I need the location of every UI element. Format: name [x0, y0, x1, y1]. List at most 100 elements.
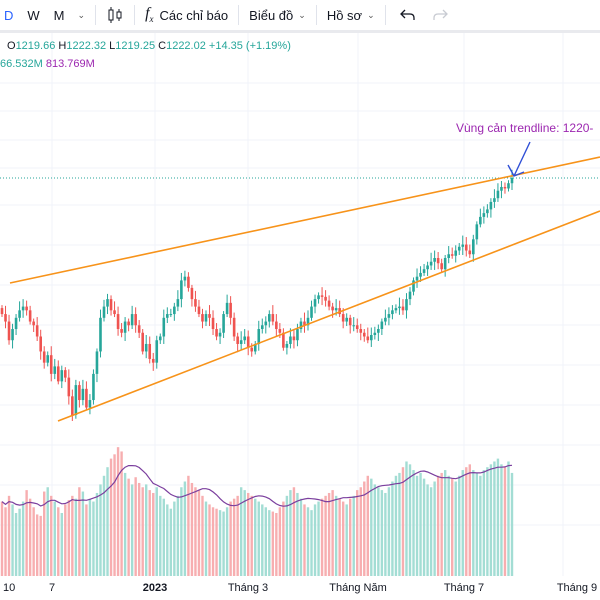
high-key: H — [58, 40, 67, 52]
candle-body — [250, 347, 254, 352]
volume-bar — [408, 464, 412, 576]
time-axis[interactable]: 10 7 2023 Tháng 3 Tháng Năm Tháng 7 Tháng 9 — [0, 578, 600, 600]
candle-body — [320, 295, 324, 297]
volume-bar — [120, 451, 123, 576]
candle-body — [64, 370, 67, 378]
volume-bar — [468, 464, 471, 576]
open-key: O — [7, 40, 16, 52]
candle-body — [173, 306, 176, 315]
candle-body — [412, 280, 415, 292]
top-toolbar: D W M ⌄ fx Các chỉ báo Biểu đồ ⌄ Hồ sơ ⌄ — [0, 0, 600, 33]
candle-body — [67, 377, 71, 397]
volume-bar — [236, 495, 239, 576]
volume-bar — [261, 504, 264, 576]
volume-bar — [370, 478, 373, 576]
candle-body — [137, 325, 141, 333]
candle-body — [236, 336, 239, 344]
volume-bar — [222, 511, 225, 576]
volume-bar — [159, 495, 162, 576]
undo-button[interactable] — [396, 0, 420, 30]
interval-m-button[interactable]: M — [50, 0, 69, 30]
indicators-button[interactable]: fx Các chỉ báo — [141, 0, 232, 30]
candle-body — [88, 400, 92, 408]
candle-body — [123, 321, 127, 333]
close-value: 1222.02 — [166, 40, 206, 52]
toolbar-divider — [95, 5, 97, 25]
interval-dropdown-button[interactable]: ⌄ — [69, 0, 90, 30]
volume-bar — [394, 475, 398, 576]
volume-bar — [429, 487, 433, 576]
candle-body — [334, 308, 338, 311]
candle-body — [260, 325, 264, 330]
candle-body — [475, 224, 479, 240]
candle-body — [415, 276, 419, 281]
interval-d-button[interactable]: D — [0, 0, 17, 30]
candle-body — [324, 296, 327, 301]
candle-body — [380, 321, 384, 330]
candle-body — [204, 314, 208, 322]
candle-body — [85, 388, 88, 408]
profile-menu-button[interactable]: Hồ sơ ⌄ — [323, 0, 379, 30]
candle-body — [92, 373, 95, 401]
volume-bar — [229, 501, 232, 576]
chart-menu-button[interactable]: Biểu đồ ⌄ — [245, 0, 310, 30]
candle-body — [232, 317, 236, 337]
volume-bar — [398, 472, 401, 576]
volume-bar — [254, 498, 257, 576]
volume-bar — [145, 484, 148, 576]
candle-body — [74, 385, 78, 415]
interval-w-button[interactable]: W — [23, 0, 43, 30]
volume-bar — [21, 501, 25, 576]
candle-body — [176, 299, 180, 307]
volume-bar — [113, 454, 116, 576]
volume-bar — [405, 461, 408, 576]
trendline-annotation[interactable]: Vùng cản trendline: 1220- — [456, 121, 594, 135]
volume-bar — [436, 475, 440, 576]
volume-bar — [310, 510, 313, 576]
volume-bar — [204, 501, 208, 576]
time-axis-label: 7 — [48, 582, 56, 594]
toolbar-divider — [384, 5, 386, 25]
change-value: +14.35 (+1.19%) — [208, 40, 291, 52]
open-value: 1219.66 — [15, 40, 56, 52]
volume-bar — [401, 467, 405, 576]
candle-body — [243, 336, 246, 341]
candle-body — [370, 335, 373, 341]
candle-body — [116, 314, 120, 330]
candle-body — [377, 329, 380, 333]
candle-body — [25, 306, 28, 311]
volume-bar — [187, 475, 190, 576]
toolbar-divider — [315, 5, 317, 25]
volume-bar — [275, 513, 278, 576]
candle-body — [95, 351, 99, 374]
volume-bar — [190, 482, 194, 576]
candle-body — [398, 306, 401, 309]
redo-button[interactable] — [428, 0, 452, 30]
volume-bar — [215, 508, 218, 576]
volume-bar — [127, 478, 130, 576]
volume-bar — [60, 513, 63, 576]
volume-bar — [412, 470, 415, 576]
volume-bar — [384, 492, 387, 576]
candle-body — [229, 302, 232, 318]
candle-body — [422, 269, 426, 273]
volume-bar — [479, 475, 482, 576]
volume-bar — [289, 490, 292, 576]
candle-body — [218, 332, 222, 337]
chart-type-button[interactable] — [102, 0, 128, 30]
candle-body — [222, 314, 225, 333]
candle-body — [130, 314, 134, 326]
candle-body — [271, 314, 275, 322]
candle-body — [436, 257, 440, 264]
candle-body — [394, 308, 398, 311]
price-chart[interactable] — [0, 33, 600, 578]
volume-bar — [447, 475, 450, 576]
volume-bar — [320, 498, 324, 576]
candle-body — [348, 317, 352, 326]
candle-body — [457, 246, 461, 251]
candle-body — [345, 317, 348, 322]
candle-body — [408, 291, 412, 300]
candle-body — [313, 299, 317, 307]
candlestick-icon — [108, 7, 122, 23]
volume-bar — [102, 475, 106, 576]
